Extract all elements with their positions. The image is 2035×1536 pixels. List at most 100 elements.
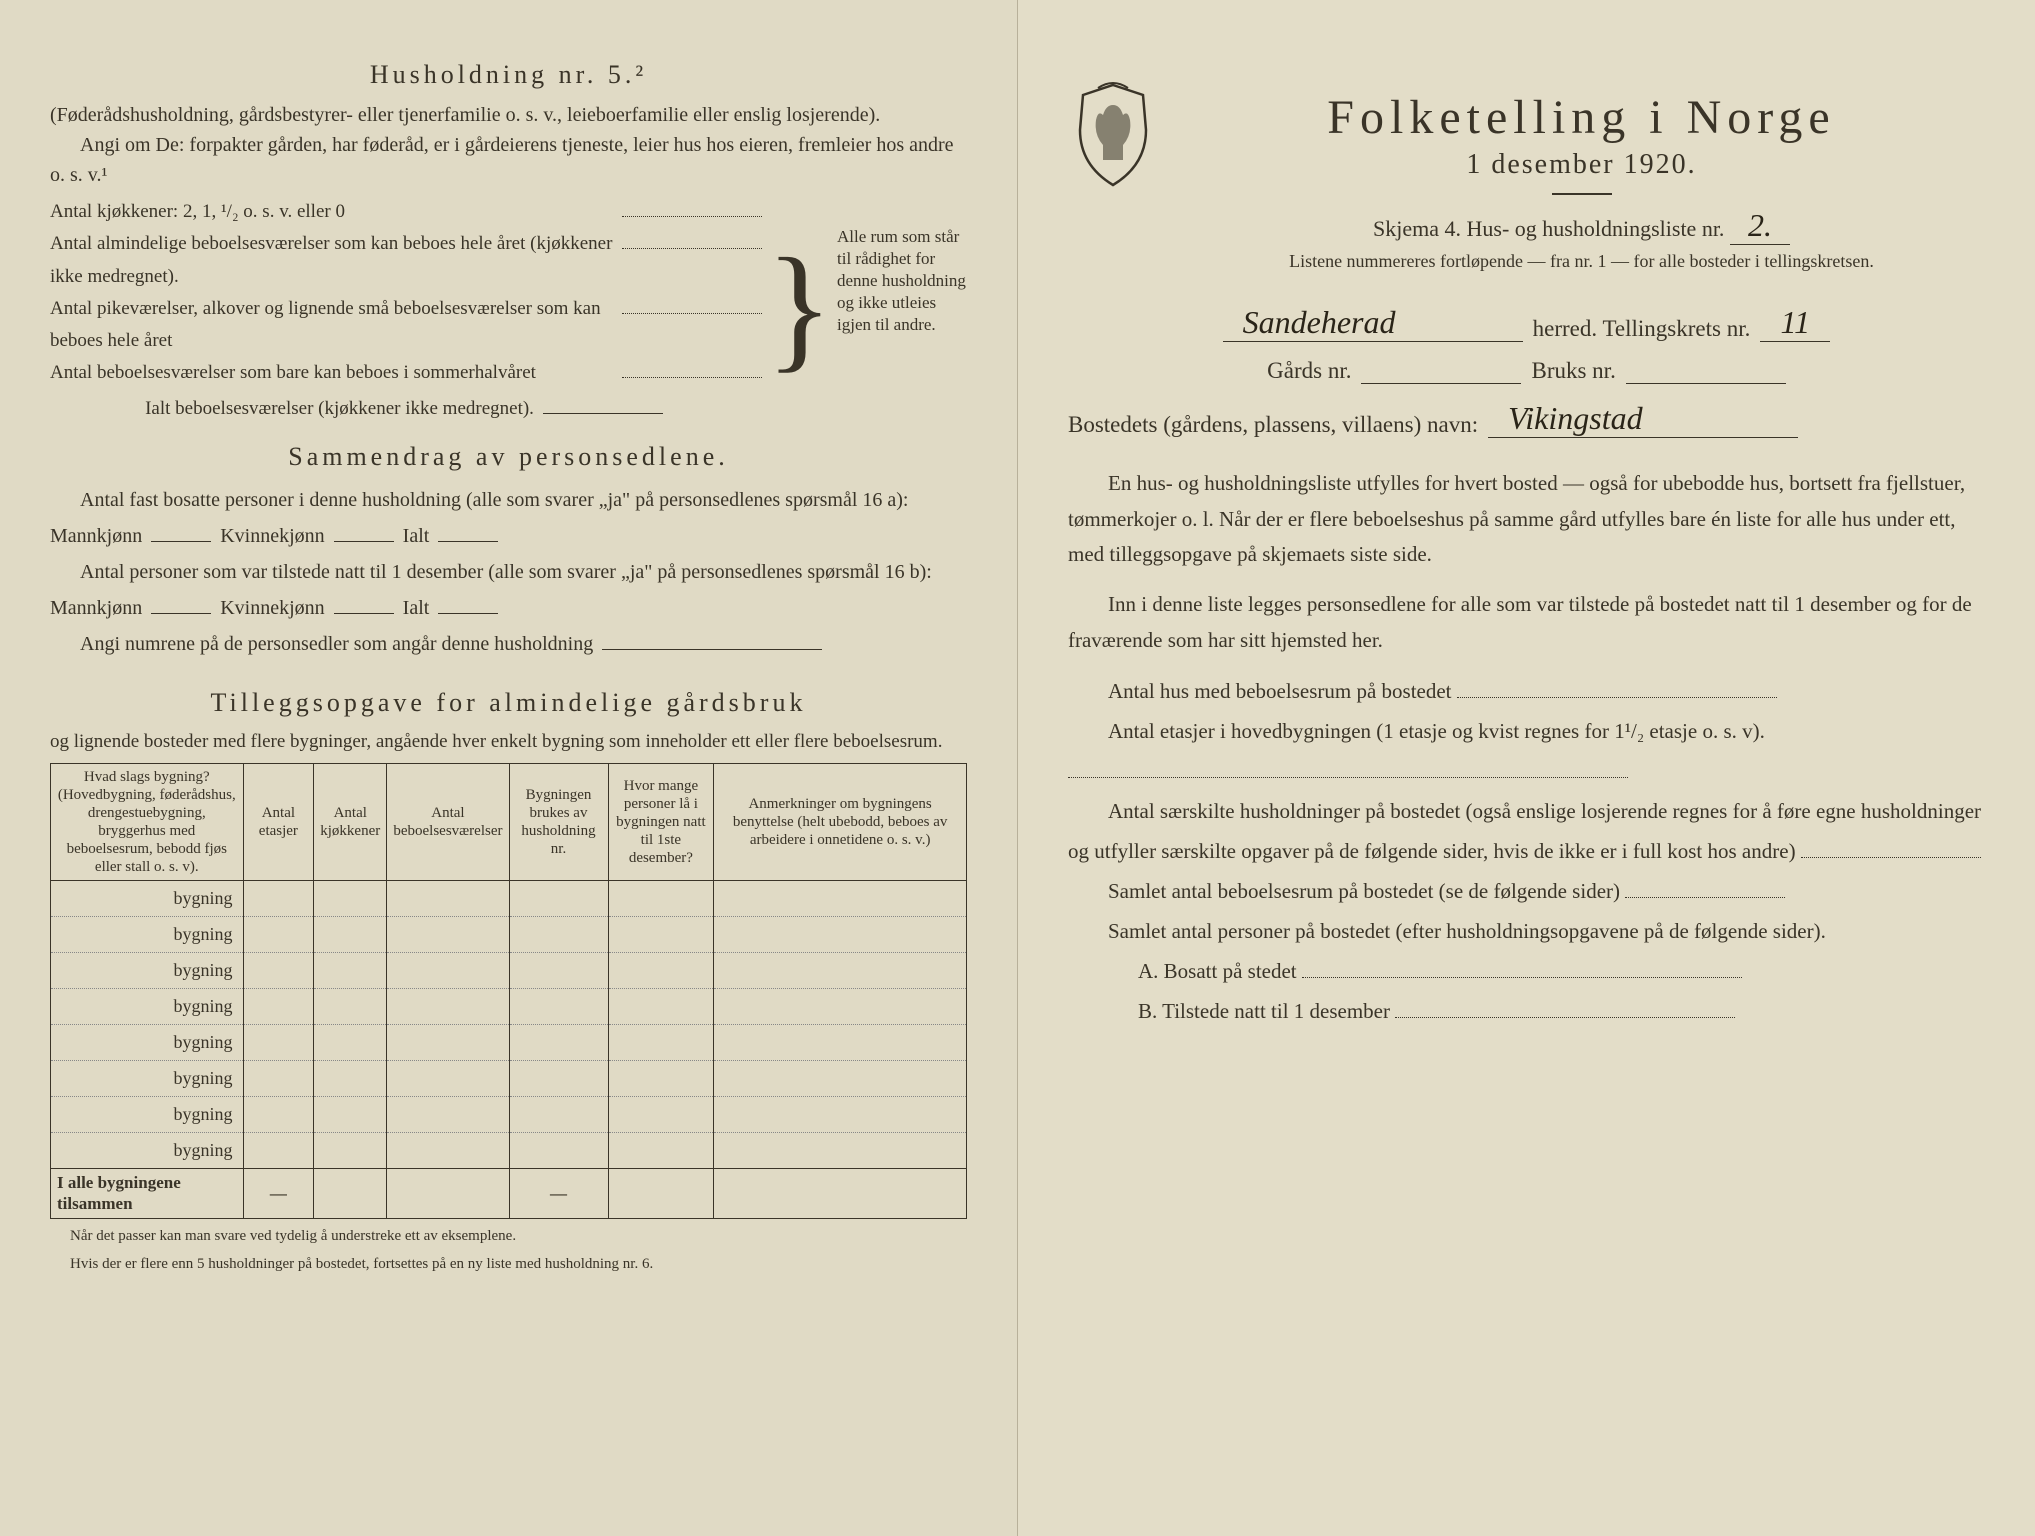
stat-3-fill xyxy=(1801,857,1981,858)
ialt-fill-1 xyxy=(438,541,498,542)
table-row: bygning xyxy=(51,1025,967,1061)
stat-4-fill xyxy=(1625,897,1785,898)
num-fill xyxy=(602,649,822,650)
row-label: bygning xyxy=(51,917,244,953)
stat-3: Antal særskilte husholdninger på bostede… xyxy=(1068,792,1985,872)
row-label: bygning xyxy=(51,989,244,1025)
th-2: Antal etasjer xyxy=(243,764,314,881)
stat-4-label: Samlet antal beboelsesrum på bostedet (s… xyxy=(1108,879,1620,903)
gards-row: Gårds nr. Bruks nr. xyxy=(1068,358,1985,384)
left-page: Husholdning nr. 5.² (Føderådshusholdning… xyxy=(0,0,1018,1536)
tillegg-title: Tilleggsopgave for almindelige gårdsbruk xyxy=(50,688,967,718)
h5-angi: Angi om De: forpakter gården, har føderå… xyxy=(50,130,967,190)
crest-icon xyxy=(1068,80,1158,190)
table-row: bygning xyxy=(51,989,967,1025)
bosted-value: Vikingstad xyxy=(1488,400,1798,438)
tillegg-intro: og lignende bosteder med flere bygninger… xyxy=(50,728,967,756)
summary-2c: Ialt xyxy=(403,597,430,619)
gards-label: Gårds nr. xyxy=(1267,358,1351,384)
bosted-label: Bostedets (gårdens, plassens, villaens) … xyxy=(1068,412,1478,438)
stat-1-label: Antal hus med beboelsesrum på bostedet xyxy=(1108,679,1452,703)
krets-value: 11 xyxy=(1760,304,1830,342)
table-row: bygning xyxy=(51,881,967,917)
summary-1c: Ialt xyxy=(403,525,430,547)
ab-b-label: B. Tilstede natt til 1 desember xyxy=(1138,999,1390,1023)
para-1: En hus- og husholdningsliste utfylles fo… xyxy=(1068,466,1985,573)
stat-1-fill xyxy=(1457,697,1777,698)
row-label: bygning xyxy=(51,881,244,917)
main-title: Folketelling i Norge xyxy=(1178,90,1985,145)
herred-value: Sandeherad xyxy=(1223,304,1523,342)
stat-4: Samlet antal beboelsesrum på bostedet (s… xyxy=(1068,872,1985,912)
table-row: bygning xyxy=(51,1061,967,1097)
divider-icon xyxy=(1552,193,1612,195)
room1-fill xyxy=(622,248,762,249)
row-label: bygning xyxy=(51,1061,244,1097)
ab-b-fill xyxy=(1395,1017,1735,1018)
stat-1: Antal hus med beboelsesrum på bostedet xyxy=(1068,672,1985,712)
kk-fill-2 xyxy=(334,613,394,614)
stat-3-label: Antal særskilte husholdninger på bostede… xyxy=(1068,799,1981,863)
total-row-label: I alle bygningene tilsammen xyxy=(51,1169,244,1219)
table-row: bygning xyxy=(51,953,967,989)
room3-label: Antal beboelsesværelser som bare kan beb… xyxy=(50,357,614,389)
mk-fill-1 xyxy=(151,541,211,542)
row-label: bygning xyxy=(51,1097,244,1133)
room2-fill xyxy=(622,313,762,314)
table-header-row: Hvad slags bygning? (Hovedbygning, føder… xyxy=(51,764,967,881)
skjema-value: 2. xyxy=(1730,207,1790,245)
th-4: Antal beboelsesværelser xyxy=(387,764,509,881)
h5-note: (Føderådshusholdning, gårdsbestyrer- ell… xyxy=(50,100,967,130)
right-page: Folketelling i Norge 1 desember 1920. Sk… xyxy=(1018,0,2035,1536)
skjema-label: Skjema 4. Hus- og husholdningsliste nr. xyxy=(1373,216,1724,241)
th-3: Antal kjøkkener xyxy=(314,764,387,881)
total-rooms: Ialt beboelsesværelser (kjøkkener ikke m… xyxy=(50,398,762,420)
husholdning-title: Husholdning nr. 5.² xyxy=(50,60,967,90)
ab-a: A. Bosatt på stedet xyxy=(1138,952,1985,992)
skjema-line: Skjema 4. Hus- og husholdningsliste nr. … xyxy=(1178,207,1985,245)
summary-3: Angi numrene på de personsedler som angå… xyxy=(80,633,593,655)
stat-5: Samlet antal personer på bostedet (efter… xyxy=(1068,912,1985,952)
stat-2-label: Antal etasjer i hovedbygningen (1 etasje… xyxy=(1108,719,1765,743)
bosted-row: Bostedets (gårdens, plassens, villaens) … xyxy=(1068,400,1985,438)
table-row: bygning xyxy=(51,1097,967,1133)
room3-fill xyxy=(622,377,762,378)
summary-1b: Kvinnekjønn xyxy=(220,525,324,547)
th-1: Hvad slags bygning? (Hovedbygning, føder… xyxy=(51,764,244,881)
table-row: bygning xyxy=(51,917,967,953)
bruks-value xyxy=(1626,383,1786,384)
summary-row-1: Antal fast bosatte personer i denne hush… xyxy=(50,482,967,554)
row-label: bygning xyxy=(51,1133,244,1169)
ialt-fill-2 xyxy=(438,613,498,614)
summary-2a: Antal personer som var tilstede natt til… xyxy=(50,561,932,619)
table-row: bygning xyxy=(51,1133,967,1169)
kk-fill-1 xyxy=(334,541,394,542)
th-6: Hvor mange personer lå i bygningen natt … xyxy=(608,764,714,881)
footnote-2: Hvis der er flere enn 5 husholdninger på… xyxy=(50,1255,967,1275)
footnote-1: Når det passer kan man svare ved tydelig… xyxy=(50,1227,967,1247)
summary-row-3: Angi numrene på de personsedler som angå… xyxy=(50,626,967,662)
stat-2: Antal etasjer i hovedbygningen (1 etasje… xyxy=(1068,712,1985,792)
sub-title: 1 desember 1920. xyxy=(1178,149,1985,181)
total-rooms-fill xyxy=(543,413,663,414)
para-2: Inn i denne liste legges personsedlene f… xyxy=(1068,587,1985,658)
ab-a-label: A. Bosatt på stedet xyxy=(1138,959,1297,983)
herred-label: herred. Tellingskrets nr. xyxy=(1533,316,1751,342)
mk-fill-2 xyxy=(151,613,211,614)
summary-1a: Antal fast bosatte personer i denne hush… xyxy=(50,489,909,547)
ab-b: B. Tilstede natt til 1 desember xyxy=(1138,992,1985,1032)
kjokken-fill xyxy=(622,216,762,217)
bruks-label: Bruks nr. xyxy=(1531,358,1615,384)
ab-a-fill xyxy=(1302,977,1742,978)
th-7: Anmerkninger om bygningens benyttelse (h… xyxy=(714,764,967,881)
building-table: Hvad slags bygning? (Hovedbygning, føder… xyxy=(50,763,967,1219)
right-header: Folketelling i Norge 1 desember 1920. Sk… xyxy=(1068,60,1985,294)
brace-icon: } xyxy=(762,252,837,364)
room-counts-block: Antal kjøkkener: 2, 1, ¹/₂ o. s. v. elle… xyxy=(50,196,967,420)
kjokken-label: Antal kjøkkener: 2, 1, ¹/₂ o. s. v. elle… xyxy=(50,196,614,228)
room2-label: Antal pikeværelser, alkover og lignende … xyxy=(50,293,614,358)
stat-2-fill xyxy=(1068,777,1628,778)
th-5: Bygningen brukes av husholdning nr. xyxy=(509,764,608,881)
list-note: Listene nummereres fortløpende — fra nr.… xyxy=(1178,251,1985,272)
brace-text: Alle rum som står til rådighet for denne… xyxy=(837,196,967,420)
